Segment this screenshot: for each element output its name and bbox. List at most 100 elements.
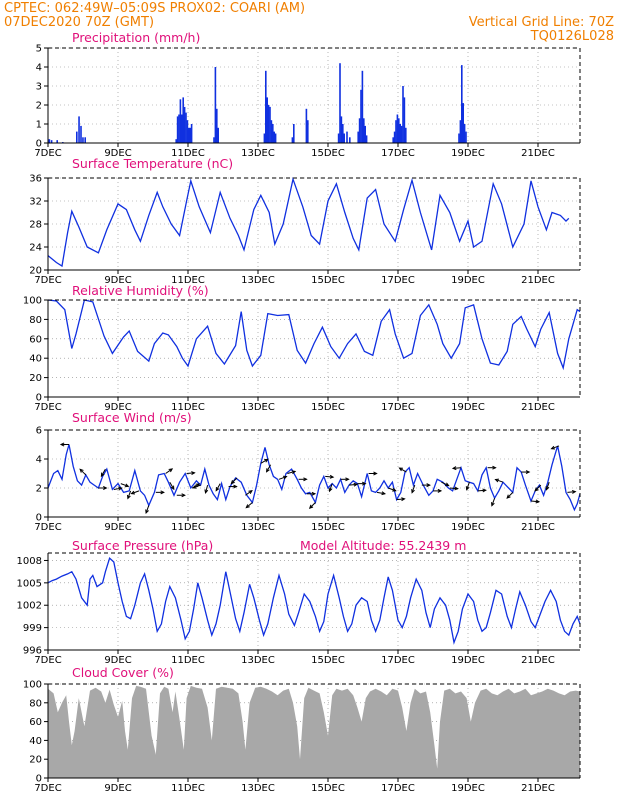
precip-bar xyxy=(365,135,368,143)
precip-bar xyxy=(305,108,308,143)
y-tick-label: 5 xyxy=(36,44,42,55)
wind-arrow xyxy=(441,481,449,487)
x-tick-label: 13DEC xyxy=(241,655,275,666)
x-tick-label: 13DEC xyxy=(241,148,275,159)
wind-arrow-head xyxy=(79,468,84,473)
wind-arrow-head xyxy=(451,466,457,471)
wind-arrow-head xyxy=(311,491,317,496)
precip-bar xyxy=(459,120,462,143)
x-tick-label: 7DEC xyxy=(34,655,61,666)
precip-bar xyxy=(186,120,189,143)
precip-bar xyxy=(402,86,404,143)
wind-arrow-head xyxy=(345,477,350,482)
x-tick-label: 7DEC xyxy=(34,148,61,159)
precip-bar xyxy=(339,63,341,144)
wind-arrow-head xyxy=(291,470,297,475)
wind-arrow-head xyxy=(215,487,220,492)
panel-precip: Precipitation (mm/h) 0 1 2 3 4 5 7DEC 9DEC 11DEC 1… xyxy=(34,30,581,159)
wind-arrow xyxy=(376,491,385,495)
cloud-area xyxy=(48,685,580,778)
precip-bar xyxy=(266,97,268,143)
y-tick-label: 2 xyxy=(36,101,42,112)
wind-arrow-head xyxy=(191,471,196,476)
precip-bar xyxy=(265,70,267,143)
wind-arrow-head xyxy=(398,467,403,472)
chart-panels: Precipitation (mm/h) 0 1 2 3 4 5 7DEC 9DEC 11DEC 1… xyxy=(17,30,581,794)
wind-arrow-head xyxy=(482,488,487,493)
panel-title: Relative Humidity (%) xyxy=(72,283,209,298)
precip-bar xyxy=(84,137,86,143)
x-tick-label: 17DEC xyxy=(381,275,415,286)
wind-arrow xyxy=(266,464,272,472)
x-tick-label: 11DEC xyxy=(171,402,205,413)
x-tick-label: 11DEC xyxy=(171,275,205,286)
wind-arrow-head xyxy=(168,468,174,473)
precip-bar xyxy=(269,106,271,143)
x-tick-label: 15DEC xyxy=(311,783,345,794)
x-tick-label: 7DEC xyxy=(34,522,61,533)
y-tick-label: 28 xyxy=(29,220,42,231)
wind-arrow-head xyxy=(264,458,269,463)
wind-arrow xyxy=(506,491,514,499)
panel-annotation: Model Altitude: 55.2439 m xyxy=(300,538,466,553)
x-tick-label: 7DEC xyxy=(34,402,61,413)
x-tick-label: 15DEC xyxy=(311,402,345,413)
y-tick-label: 3 xyxy=(36,82,42,93)
wind-arrow xyxy=(113,487,122,490)
wind-arrow-head xyxy=(282,475,288,480)
wind-arrow-head xyxy=(426,483,431,488)
wind-arrow xyxy=(309,502,316,509)
x-tick-label: 19DEC xyxy=(451,275,485,286)
wind-arrow-head xyxy=(353,482,359,487)
precip-bar xyxy=(190,124,193,143)
x-tick-label: 21DEC xyxy=(521,783,555,794)
x-tick-label: 11DEC xyxy=(171,783,205,794)
y-tick-label: 999 xyxy=(23,623,42,634)
precip-bar xyxy=(396,114,399,143)
wind-arrow xyxy=(230,477,238,484)
wind-arrow-head xyxy=(491,502,495,507)
y-tick-label: 20 xyxy=(29,373,42,384)
precip-bar xyxy=(392,137,394,143)
precip-bar xyxy=(214,67,217,143)
wind-arrow xyxy=(449,487,458,490)
wind-arrow xyxy=(287,470,296,474)
wind-arrow-head xyxy=(181,493,186,498)
x-tick-label: 9DEC xyxy=(104,522,131,533)
precip-bar xyxy=(360,89,362,143)
precip-bar xyxy=(307,120,309,143)
wind-arrow-head xyxy=(266,468,270,473)
precip-bar xyxy=(181,114,183,143)
wind-arrow-head xyxy=(192,484,197,489)
x-tick-label: 21DEC xyxy=(521,655,555,666)
precip-bar xyxy=(358,118,361,143)
precip-bar xyxy=(293,124,295,143)
rh-line xyxy=(47,299,581,371)
wind-arrow xyxy=(100,468,106,477)
precip-bar xyxy=(270,120,273,143)
wind-arrow-head xyxy=(124,483,130,488)
precip-bar xyxy=(361,70,364,143)
x-tick-label: 19DEC xyxy=(451,783,485,794)
wind-arrow xyxy=(466,482,470,490)
wind-arrow xyxy=(567,491,576,493)
wind-arrow-head xyxy=(233,484,238,489)
wind-arrow-head xyxy=(534,487,539,492)
y-tick-label: 40 xyxy=(29,354,42,365)
panel-rh: Relative Humidity (%) 0 20 40 60 80 100 7DEC 9DE… xyxy=(23,283,581,413)
wind-arrow-head xyxy=(571,489,577,494)
wind-arrow-head xyxy=(492,465,497,470)
x-tick-label: 13DEC xyxy=(241,783,275,794)
y-tick-label: 20 xyxy=(29,755,42,766)
panel-wind: Surface Wind (m/s) 0 2 4 6 7DEC 9DEC 11DEC 13DEC… xyxy=(34,410,581,533)
precip-bar xyxy=(182,97,184,143)
wind-arrow-head xyxy=(411,489,415,494)
precip-bar xyxy=(337,133,340,143)
wind-arrow-head xyxy=(437,488,443,493)
precip-bar xyxy=(395,120,397,143)
y-tick-label: 4 xyxy=(36,63,42,74)
precip-bar xyxy=(463,124,466,143)
precip-bar xyxy=(399,124,401,143)
wind-arrow-head xyxy=(494,478,500,483)
y-tick-label: 6 xyxy=(36,426,42,437)
